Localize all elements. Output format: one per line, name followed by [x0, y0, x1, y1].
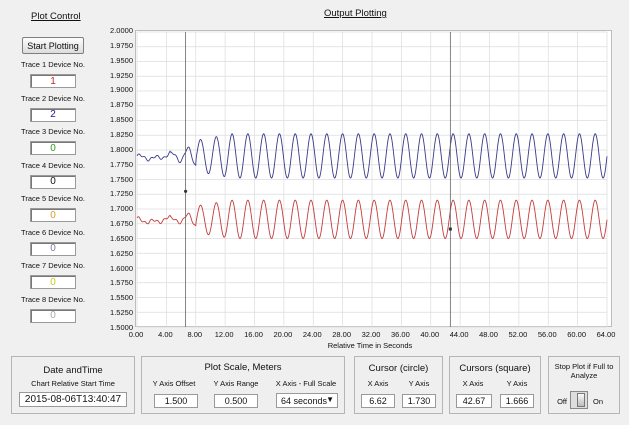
cursor-circle-marker[interactable] [184, 189, 188, 193]
y-tick-label: 1.7250 [110, 189, 133, 199]
series-line-1 [136, 133, 608, 179]
y-tick-label: 1.6250 [110, 248, 133, 258]
plot-scale-title: Plot Scale, Meters [204, 362, 282, 373]
stop-plot-label: Stop Plot if Full to Analyze [554, 362, 614, 380]
start-time-field[interactable]: 2015-08-06T13:40:47 [19, 392, 127, 407]
cursor-square-panel: Cursors (square) X Axis Y Axis 42.67 1.6… [449, 356, 541, 414]
cursor-square-marker[interactable] [448, 227, 452, 231]
x-tick-label: 60.00 [567, 330, 587, 339]
series-line-2 [136, 199, 608, 239]
trace-5-label: Trace 5 Device No. [21, 194, 85, 203]
y-tick-label: 1.9500 [110, 55, 133, 65]
x-tick-label: 16.00 [244, 330, 263, 339]
stop-plot-toggle[interactable] [570, 391, 588, 409]
y-tick-label: 2.0000 [110, 26, 133, 35]
y-tick-label: 1.7750 [110, 159, 133, 169]
trace-6-device-field[interactable]: 0 [30, 241, 76, 256]
y-tick-label: 1.7500 [110, 174, 133, 184]
trace-3-device-field[interactable]: 0 [30, 141, 76, 155]
start-time-label: Chart Relative Start Time [31, 379, 115, 388]
y-tick-label: 1.6500 [110, 233, 133, 243]
trace-4-device-field[interactable]: 0 [30, 174, 76, 189]
y-tick-label: 1.6750 [110, 219, 133, 229]
chevron-down-icon: ▼ [326, 395, 334, 404]
x-tick-label: 8.00 [187, 330, 203, 339]
cursor-circle-panel: Cursor (circle) X Axis Y Axis 6.62 1.730 [354, 356, 443, 414]
cursor-square-x-label: X Axis [462, 379, 484, 388]
datetime-title: Date andTime [43, 365, 103, 376]
y-offset-label: Y Axis Offset [152, 379, 196, 388]
trace-8-device-field[interactable]: 0 [30, 308, 76, 323]
x-tick-label: 40.00 [420, 330, 440, 339]
cursor-circle-x-field[interactable]: 6.62 [361, 394, 395, 408]
plot-area[interactable] [135, 30, 613, 328]
start-plotting-button[interactable]: Start Plotting [22, 37, 84, 54]
cursor-circle-y-field[interactable]: 1.730 [402, 394, 436, 408]
x-tick-label: 56.00 [537, 330, 557, 339]
x-tick-label: 64.00 [596, 330, 616, 339]
x-tick-label: 0.00 [128, 330, 144, 339]
trace-2-label: Trace 2 Device No. [21, 93, 85, 103]
trace-1-device-field[interactable]: 1 [30, 74, 76, 88]
y-tick-label: 1.7000 [110, 204, 133, 214]
trace-4-label: Trace 4 Device No. [21, 160, 85, 170]
cursor-circle-y-label: Y Axis [408, 379, 430, 388]
cursor-square-y-field[interactable]: 1.666 [500, 394, 534, 408]
x-tick-label: 48.00 [479, 330, 498, 339]
x-tick-label: 52.00 [508, 330, 528, 339]
y-range-label: Y Axis Range [213, 379, 259, 388]
trace-5-device-field[interactable]: 0 [30, 208, 76, 222]
output-plotting-title: Output Plotting [324, 8, 387, 19]
y-tick-label: 1.6000 [110, 263, 133, 273]
trace-8-label: Trace 8 Device No. [21, 294, 85, 304]
toggle-on-label: On [592, 397, 603, 406]
x-tick-label: 20.00 [273, 330, 293, 339]
y-tick-label: 1.8750 [110, 100, 133, 110]
x-tick-label: 36.00 [390, 330, 410, 339]
y-tick-label: 1.8500 [110, 115, 133, 125]
y-tick-label: 1.5500 [110, 293, 133, 303]
x-tick-label: 12.00 [214, 330, 234, 339]
cursor-circle-title: Cursor (circle) [368, 363, 429, 374]
plot-scale-panel: Plot Scale, Meters Y Axis Offset Y Axis … [141, 356, 345, 414]
cursor-square-y-label: Y Axis [506, 379, 528, 388]
x-full-scale-value: 64 seconds [281, 395, 328, 406]
x-tick-label: 28.00 [332, 330, 352, 339]
trace-3-label: Trace 3 Device No. [21, 127, 85, 136]
x-full-scale-label: X Axis - Full Scale [275, 379, 337, 388]
x-tick-label: 24.00 [302, 330, 322, 339]
x-tick-label: 44.00 [449, 330, 469, 339]
y-tick-label: 1.9000 [110, 85, 133, 95]
cursor-square-title: Cursors (square) [459, 363, 531, 374]
datetime-panel: Date andTime Chart Relative Start Time 2… [11, 356, 135, 414]
toggle-off-label: Off [557, 397, 567, 406]
stop-plot-panel: Stop Plot if Full to Analyze Off On [548, 356, 620, 414]
y-tick-label: 1.9250 [110, 70, 133, 80]
y-range-field[interactable]: 0.500 [214, 394, 258, 408]
trace-2-device-field[interactable]: 2 [30, 107, 76, 122]
x-tick-label: 32.00 [361, 330, 381, 339]
cursor-circle-x-label: X Axis [367, 379, 389, 388]
y-tick-label: 1.9750 [110, 40, 133, 50]
trace-6-label: Trace 6 Device No. [21, 227, 85, 237]
y-tick-label: 1.8250 [110, 129, 133, 139]
y-offset-field[interactable]: 1.500 [154, 394, 198, 408]
trace-7-device-field[interactable]: 0 [30, 275, 76, 289]
trace-chart[interactable] [136, 31, 613, 328]
y-tick-label: 1.5250 [110, 308, 133, 318]
plot-control-title: Plot Control [31, 11, 81, 22]
x-tick-label: 4.00 [158, 330, 173, 339]
cursor-square-x-field[interactable]: 42.67 [456, 394, 492, 408]
trace-1-label: Trace 1 Device No. [21, 60, 85, 69]
trace-7-label: Trace 7 Device No. [21, 261, 85, 270]
toggle-knob[interactable] [577, 393, 585, 407]
x-full-scale-select[interactable]: 64 seconds ▼ [276, 393, 338, 408]
x-axis-label: Relative Time in Seconds [327, 341, 413, 350]
y-tick-label: 1.5750 [110, 278, 133, 288]
y-tick-label: 1.5000 [110, 323, 133, 332]
y-tick-label: 1.8000 [110, 144, 133, 154]
